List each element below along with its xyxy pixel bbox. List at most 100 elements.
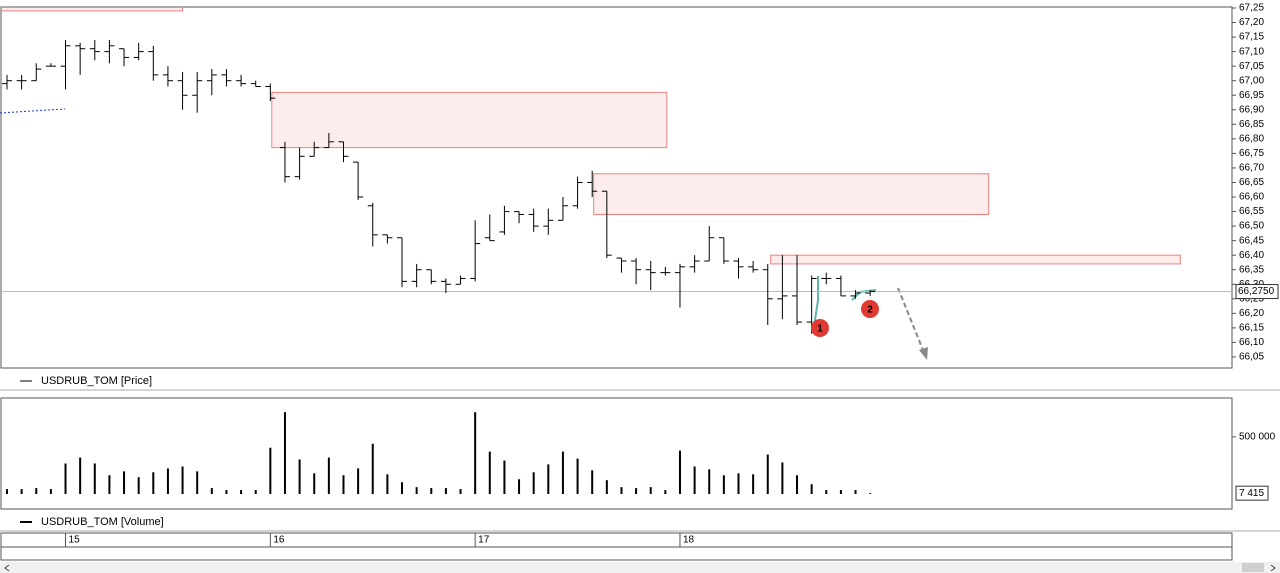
zone bbox=[1, 7, 184, 12]
volume-bar bbox=[561, 451, 564, 494]
volume-bar bbox=[474, 412, 477, 494]
volume-bar bbox=[108, 475, 111, 494]
y-tick-label: 66,80 bbox=[1239, 134, 1264, 145]
y-tick-label: 66,90 bbox=[1239, 104, 1264, 115]
volume-bar bbox=[708, 469, 711, 494]
y-tick-label: 66,60 bbox=[1239, 192, 1264, 203]
volume-bar bbox=[459, 489, 462, 494]
volume-bar bbox=[503, 460, 506, 494]
volume-bar bbox=[781, 462, 784, 494]
volume-bar bbox=[123, 471, 126, 494]
volume-bar bbox=[196, 471, 199, 494]
price-pane bbox=[0, 6, 1233, 369]
volume-bar bbox=[825, 490, 828, 494]
volume-bar bbox=[854, 490, 857, 494]
y-tick-label: 66,75 bbox=[1239, 148, 1264, 159]
volume-bar bbox=[20, 489, 23, 494]
forecast-arrow-head bbox=[919, 347, 928, 360]
volume-bar bbox=[327, 457, 330, 494]
last-value-label: 7 415 bbox=[1239, 488, 1264, 499]
y-tick-label: 66,20 bbox=[1239, 308, 1264, 319]
y-tick-label: 500 000 bbox=[1239, 431, 1276, 442]
y-tick-label: 66,45 bbox=[1239, 235, 1264, 246]
volume-bar bbox=[210, 488, 213, 494]
volume-bar bbox=[810, 484, 813, 494]
volume-bar bbox=[137, 477, 140, 494]
volume-bar bbox=[240, 490, 243, 494]
x-tick-label: 18 bbox=[683, 535, 695, 546]
y-tick-label: 66,15 bbox=[1239, 323, 1264, 334]
volume-bar bbox=[678, 450, 681, 494]
scroll-thumb[interactable] bbox=[1242, 563, 1264, 572]
volume-bar bbox=[313, 473, 316, 494]
volume-bar bbox=[766, 454, 769, 494]
volume-bar bbox=[225, 490, 228, 494]
volume-bar bbox=[752, 474, 755, 494]
volume-bar bbox=[386, 474, 389, 494]
legend-label: USDRUB_TOM [Price] bbox=[41, 375, 152, 387]
volume-bar bbox=[635, 488, 638, 494]
volume-bar bbox=[181, 466, 184, 494]
volume-bar bbox=[605, 480, 608, 494]
annotation-label: 1 bbox=[817, 324, 823, 335]
volume-bar bbox=[79, 457, 82, 494]
annotation-marker bbox=[811, 319, 829, 337]
annotation-marker bbox=[861, 300, 879, 318]
volume-bar bbox=[166, 468, 169, 494]
volume-bar bbox=[547, 464, 550, 494]
zone bbox=[770, 254, 1181, 265]
zone bbox=[593, 173, 990, 215]
scrollbar[interactable] bbox=[0, 562, 1280, 573]
volume-bar bbox=[254, 490, 257, 494]
volume-bar bbox=[430, 488, 433, 494]
indicator-line bbox=[0, 108, 66, 114]
y-tick-label: 67,05 bbox=[1239, 61, 1264, 72]
volume-bar bbox=[401, 482, 404, 494]
volume-bar bbox=[737, 473, 740, 494]
annotation-label: 2 bbox=[867, 305, 873, 316]
volume-bar bbox=[869, 493, 872, 494]
last-price-label: 66,2750 bbox=[1238, 286, 1275, 297]
volume-bar bbox=[620, 487, 623, 494]
y-tick-label: 66,50 bbox=[1239, 221, 1264, 232]
last-price-box bbox=[1235, 284, 1279, 300]
volume-bar bbox=[6, 489, 8, 494]
volume-bar bbox=[93, 463, 96, 494]
scroll-arrows[interactable] bbox=[4, 564, 1276, 572]
last-value-box bbox=[1235, 485, 1269, 501]
volume-bar bbox=[357, 468, 360, 494]
volume-pane bbox=[0, 397, 1233, 510]
price-plot bbox=[1, 7, 1181, 265]
volume-bar bbox=[649, 487, 652, 494]
volume-bar bbox=[152, 472, 155, 494]
y-tick-label: 67,25 bbox=[1239, 3, 1264, 14]
volume-bar bbox=[49, 489, 52, 494]
volume-bar bbox=[839, 490, 842, 494]
legend-label: USDRUB_TOM [Volume] bbox=[41, 516, 164, 528]
volume-bar bbox=[576, 458, 579, 494]
y-tick-label: 66,55 bbox=[1239, 206, 1264, 217]
y-tick-label: 66,95 bbox=[1239, 90, 1264, 101]
zone bbox=[271, 91, 668, 149]
volume-bar bbox=[722, 475, 725, 494]
forecast-arrow bbox=[897, 287, 926, 356]
volume-bar bbox=[488, 451, 491, 494]
y-tick-label: 66,10 bbox=[1239, 337, 1264, 348]
volume-bar bbox=[35, 488, 38, 494]
volume-bar bbox=[532, 472, 535, 494]
volume-bar bbox=[371, 443, 374, 494]
x-tick-label: 15 bbox=[69, 535, 81, 546]
y-tick-label: 66,35 bbox=[1239, 264, 1264, 275]
y-tick-label: 66,70 bbox=[1239, 163, 1264, 174]
volume-bar bbox=[591, 470, 594, 494]
volume-bar bbox=[518, 479, 521, 494]
volume-bar bbox=[64, 463, 67, 494]
volume-bar bbox=[796, 475, 799, 494]
volume-bar bbox=[283, 412, 286, 494]
volume-bar bbox=[269, 447, 272, 494]
volume-bar bbox=[693, 466, 696, 494]
y-tick-label: 67,15 bbox=[1239, 32, 1264, 43]
x-tick-label: 17 bbox=[478, 535, 490, 546]
y-tick-label: 67,10 bbox=[1239, 46, 1264, 57]
